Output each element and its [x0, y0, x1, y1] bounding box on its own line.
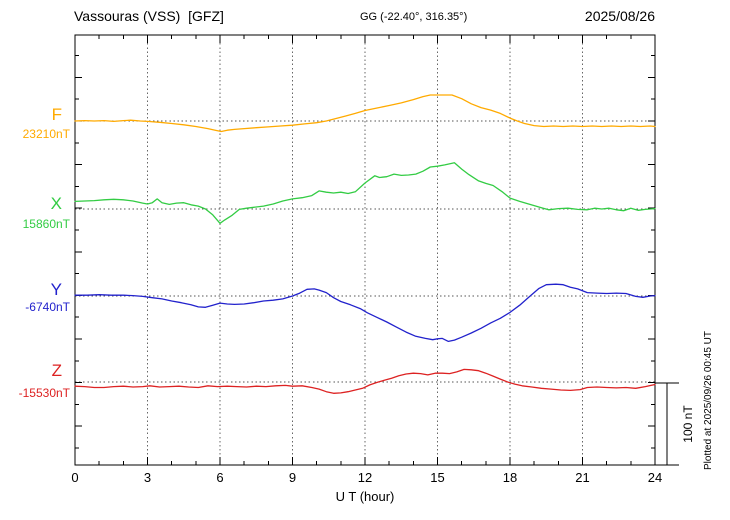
channel-baseline-z: -15530nT — [18, 386, 70, 400]
trace-Y — [74, 283, 656, 343]
xaxis-tick-12: 12 — [357, 470, 373, 485]
station-coordinates: GG (-22.40°, 316.35°) — [360, 11, 468, 23]
observation-date: 2025/08/26 — [584, 8, 655, 24]
xaxis-label: U T (hour) — [335, 489, 395, 504]
station-title: Vassouras (VSS) [GFZ] — [74, 8, 224, 24]
xaxis-tick-0: 0 — [71, 470, 79, 485]
xaxis-tick-15: 15 — [430, 470, 445, 485]
xaxis-tick-6: 6 — [216, 470, 224, 485]
channel-baseline-y: -6740nT — [25, 300, 70, 314]
xaxis-tick-24: 24 — [647, 470, 663, 485]
plotted-at-note: Plotted at 2025/09/26 00:45 UT — [703, 331, 714, 470]
channel-label-z: Z — [51, 361, 62, 380]
trace-X — [74, 162, 656, 224]
channel-label-y: Y — [50, 280, 62, 299]
channel-label-x: X — [50, 194, 62, 213]
xaxis-tick-18: 18 — [502, 470, 518, 485]
trace-F — [74, 94, 656, 133]
trace-Z — [74, 368, 656, 394]
scale-bar-label: 100 nT — [681, 405, 695, 443]
channel-baseline-f: 23210nT — [22, 127, 70, 141]
channel-baseline-x: 15860nT — [22, 217, 70, 231]
xaxis-tick-21: 21 — [575, 470, 590, 485]
channel-label-f: F — [51, 105, 62, 124]
xaxis-tick-9: 9 — [288, 470, 297, 485]
xaxis-tick-3: 3 — [143, 470, 152, 485]
